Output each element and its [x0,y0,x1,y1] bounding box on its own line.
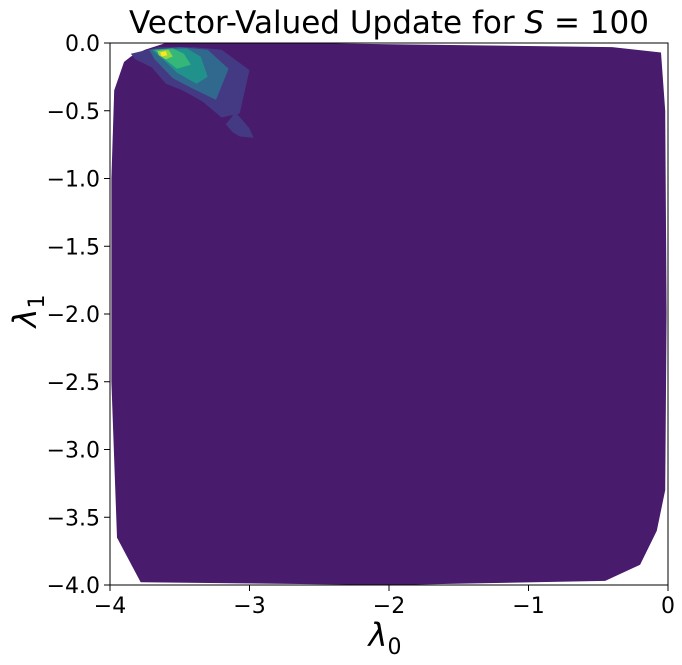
contour-level-7-region-1 [160,51,168,57]
chart-title-suffix: = 100 [544,5,649,41]
x-tick-label: −3 [233,594,265,619]
y-tick-label: −1.5 [47,235,100,260]
y-tick-label: −0.5 [47,100,100,125]
y-axis-label-subscript: 1 [25,295,50,309]
chart-title: Vector-Valued Update for S = 100 [129,5,649,41]
y-tick-label: −4.0 [47,574,100,599]
y-tick-label: −3.0 [47,439,100,464]
y-axis-label-symbol: λ [6,309,44,330]
contour-level-2-region-2 [225,112,254,138]
x-axis-label-symbol: λ [367,616,388,654]
contour-level-1-region-1 [111,43,667,585]
y-tick-label: 0.0 [65,32,100,57]
y-tick-label: −2.0 [47,303,100,328]
y-axis-ticks: 0.0 −0.5 −1.0 −1.5 −2.0 −2.5 −3.0 −3.5 −4.0 [47,32,110,599]
x-axis-label: λ0 [367,616,402,660]
y-tick-label: −3.5 [47,506,100,531]
x-axis-label-subscript: 0 [387,635,401,660]
x-tick-label: −2 [373,594,405,619]
chart-title-prefix: Vector-Valued Update for [129,5,524,41]
y-tick-label: −1.0 [47,168,100,193]
x-tick-label: −1 [512,594,544,619]
x-tick-label: 0 [661,594,675,619]
y-axis-label: λ1 [6,295,50,330]
x-tick-label: −4 [94,594,126,619]
y-tick-label: −2.5 [47,371,100,396]
x-axis-ticks: −4 −3 −2 −1 0 [94,585,675,619]
chart-title-variable: S [524,5,544,41]
contour-fills [111,43,667,585]
